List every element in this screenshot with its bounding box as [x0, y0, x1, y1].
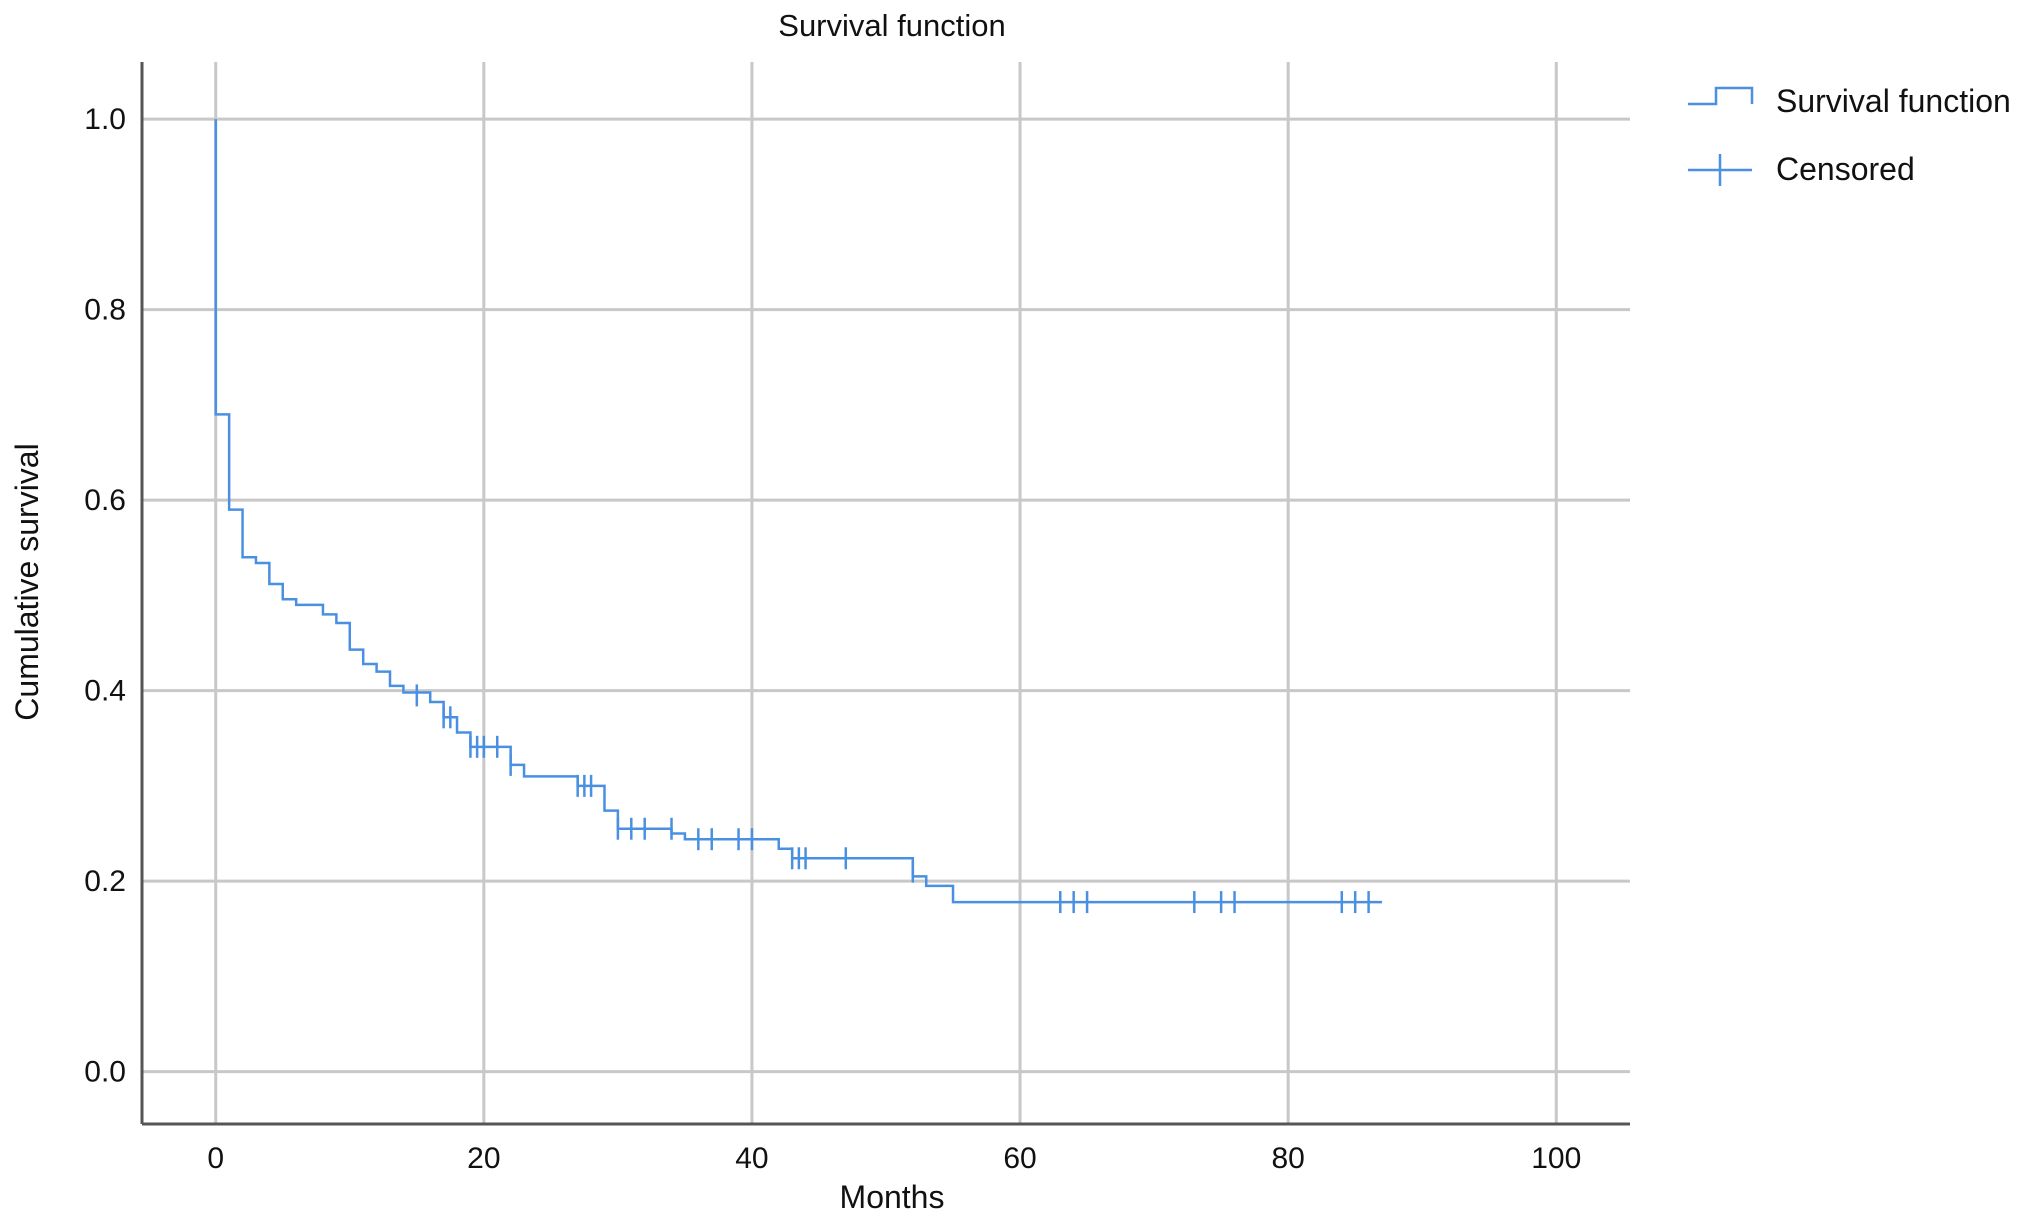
legend-label-censored: Censored — [1776, 151, 1915, 187]
survival-function-line — [214, 119, 1382, 904]
x-axis-title: Months — [840, 1179, 945, 1215]
y-axis-title: Cumulative survival — [9, 443, 45, 720]
legend-survival-function-icon — [1688, 86, 1754, 106]
axes-layer: 0 20 40 60 80 100 0.0 0.2 0.4 0.6 0.8 1.0 — [84, 62, 1630, 1175]
x-tick-label-0: 0 — [207, 1142, 224, 1175]
grid-layer — [142, 62, 1630, 1124]
y-tick-label-0.4: 0.4 — [84, 675, 126, 708]
y-tick-label-0.6: 0.6 — [84, 484, 126, 517]
x-tick-label-40: 40 — [735, 1142, 768, 1175]
x-tick-label-20: 20 — [467, 1142, 500, 1175]
legend-layer — [1688, 86, 1754, 186]
y-tick-label-0.2: 0.2 — [84, 865, 126, 898]
x-tick-label-80: 80 — [1271, 1142, 1304, 1175]
y-tick-label-1.0: 1.0 — [84, 103, 126, 136]
y-tick-label-0.0: 0.0 — [84, 1056, 126, 1089]
data-layer — [214, 119, 1382, 914]
legend-label-survival-function: Survival function — [1776, 83, 2011, 119]
x-tick-label-100: 100 — [1531, 1142, 1581, 1175]
x-tick-label-60: 60 — [1003, 1142, 1036, 1175]
legend-censored-icon — [1688, 154, 1752, 186]
y-tick-label-0.8: 0.8 — [84, 294, 126, 327]
chart-title: Survival function — [778, 8, 1005, 43]
